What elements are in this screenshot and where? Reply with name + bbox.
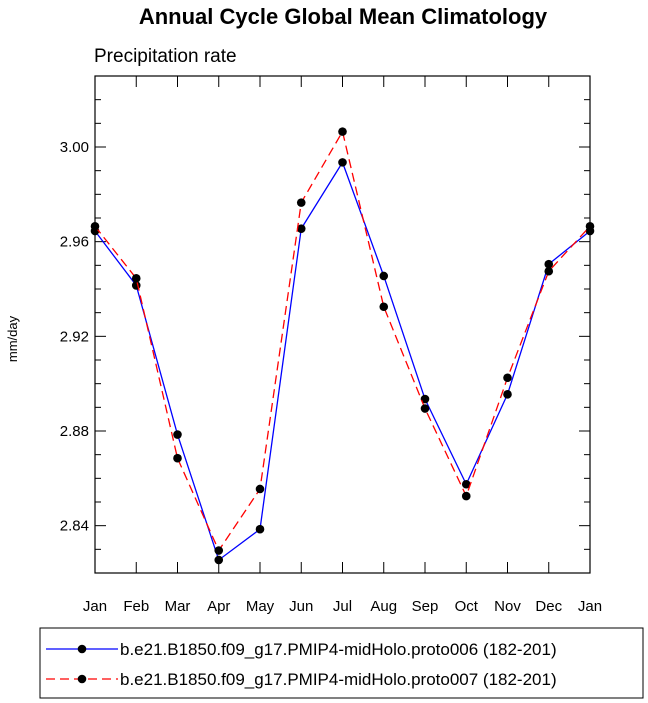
series-1-point — [338, 158, 347, 167]
series-2-point — [173, 453, 182, 463]
series-2-point — [585, 221, 595, 231]
y-tick-label: 2.84 — [60, 518, 89, 535]
x-tick-label: May — [246, 598, 275, 615]
series-2-point — [461, 491, 471, 501]
series-2-point — [420, 404, 430, 413]
series-1-point — [255, 524, 265, 534]
series-layer — [90, 127, 595, 565]
y-tick-label: 2.88 — [60, 423, 89, 440]
legend-marker-2 — [77, 674, 87, 684]
plot-frame — [94, 75, 591, 574]
legend-box — [39, 627, 644, 699]
chart-subtitle: Precipitation rate — [94, 46, 237, 67]
axis-ticks — [94, 75, 591, 574]
legend-label-2: b.e21.B1850.f09_g17.PMIP4-midHolo.proto0… — [120, 670, 557, 689]
series-2-point — [296, 198, 306, 207]
y-tick-labels: 2.84 2.88 2.92 2.96 3.00 — [60, 139, 89, 535]
series-1-point — [461, 479, 471, 489]
x-tick-label: Nov — [494, 598, 521, 615]
y-tick-label: 2.92 — [60, 328, 89, 345]
series-1-point — [214, 555, 224, 565]
series-1-point — [544, 259, 554, 269]
x-tick-label: Sep — [412, 598, 439, 615]
legend-marker-1 — [77, 644, 87, 654]
x-tick-label: Dec — [535, 598, 562, 615]
x-tick-labels: Jan Feb Mar Apr May Jun Jul Aug Sep Oct Nov Dec Jan — [83, 598, 602, 615]
series-2-point — [503, 373, 512, 383]
series-2-point — [338, 127, 347, 136]
y-axis-label: mm/day — [5, 315, 20, 362]
x-tick-label: Aug — [370, 598, 397, 615]
x-tick-label: Feb — [123, 598, 149, 615]
series-2-point — [379, 302, 389, 312]
x-tick-label: Mar — [165, 598, 191, 615]
series-1-point — [379, 271, 389, 281]
x-tick-label: Jan — [578, 598, 602, 615]
series-1-line — [94, 160, 591, 562]
chart-title: Annual Cycle Global Mean Climatology — [139, 4, 548, 29]
x-tick-label: Jan — [83, 598, 107, 615]
series-2-point — [255, 484, 265, 494]
series-1-point — [420, 394, 430, 404]
x-tick-label: Jul — [333, 598, 352, 615]
x-tick-label: Jun — [289, 598, 313, 615]
series-2-line — [94, 129, 591, 552]
y-tick-label: 3.00 — [60, 139, 89, 156]
series-2-point — [544, 266, 554, 276]
x-tick-label: Apr — [207, 598, 230, 615]
series-1-point — [503, 390, 512, 399]
legend-label-1: b.e21.B1850.f09_g17.PMIP4-midHolo.proto0… — [120, 640, 557, 659]
series-2-point — [214, 546, 224, 555]
legend: b.e21.B1850.f09_g17.PMIP4-midHolo.proto0… — [46, 640, 557, 689]
series-1-point — [173, 430, 182, 439]
x-tick-label: Oct — [455, 598, 479, 615]
series-2-point — [90, 221, 100, 231]
series-1-point — [296, 224, 306, 233]
y-tick-label: 2.96 — [60, 234, 89, 251]
series-2-point — [131, 274, 141, 283]
